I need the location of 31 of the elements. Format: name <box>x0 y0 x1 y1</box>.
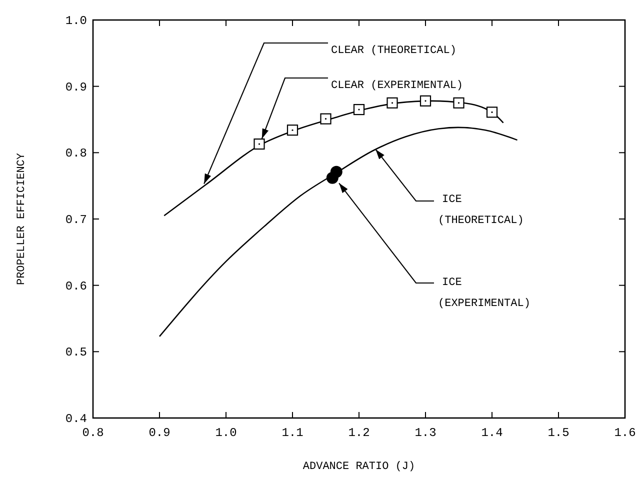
point <box>254 138 265 150</box>
point <box>386 97 398 108</box>
x-tick-label: 1.6 <box>614 426 636 440</box>
x-tick-label: 1.1 <box>282 426 304 440</box>
point <box>420 95 432 106</box>
y-tick-label: 0.6 <box>65 279 87 294</box>
annotation: ICE (THEORETICAL) <box>438 194 524 227</box>
x-tick-label: 0.9 <box>148 426 170 440</box>
point <box>453 97 464 108</box>
x-tick-label: 1.0 <box>215 426 237 440</box>
x-axis-title: ADVANCE RATIO (J) <box>302 461 416 473</box>
x-tick-label: 0.8 <box>82 426 104 440</box>
x-tick-label: 1.2 <box>348 426 370 440</box>
point <box>286 124 298 136</box>
x-tick-label: 1.4 <box>481 426 503 440</box>
y-tick-label: 0.4 <box>65 412 87 426</box>
annotation: ICE (EXPERIMENTAL) <box>438 277 530 310</box>
x-tick-label: 1.3 <box>414 426 436 440</box>
y-tick-label: 0.9 <box>65 80 87 94</box>
y-tick-label: 0.7 <box>65 213 87 227</box>
point <box>353 104 365 116</box>
y-tick-label: 1.0 <box>65 14 87 28</box>
y-tick-label: 0.8 <box>65 146 87 161</box>
y-axis-title: PROPELLER EFFICIENCY <box>16 152 28 286</box>
annotation: CLEAR (EXPERIMENTAL) <box>331 80 464 92</box>
y-tick-label: 0.5 <box>65 346 87 360</box>
point <box>320 113 332 124</box>
point <box>330 166 342 178</box>
x-tick-label: 1.5 <box>548 426 570 440</box>
point <box>486 106 498 118</box>
annotation: CLEAR (THEORETICAL) <box>331 45 456 57</box>
